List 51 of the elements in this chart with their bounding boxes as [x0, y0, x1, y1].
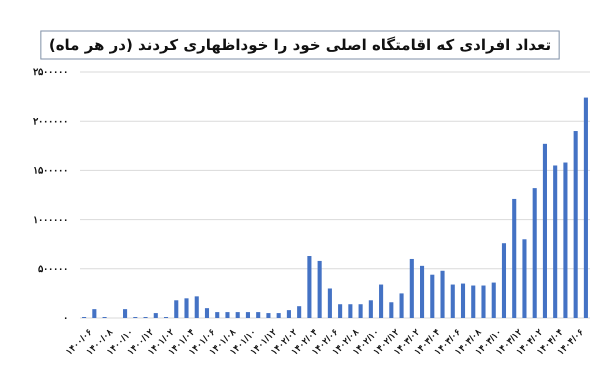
bar	[204, 308, 210, 318]
bar	[174, 300, 178, 318]
bar	[389, 302, 394, 318]
bar	[318, 260, 322, 318]
bar	[328, 288, 332, 318]
bar	[522, 239, 527, 318]
bar	[512, 198, 516, 318]
bar	[297, 306, 302, 318]
bar	[236, 312, 240, 318]
bar	[246, 312, 250, 318]
y-tick-label: ۰	[63, 313, 68, 324]
bar	[440, 270, 445, 318]
bar	[430, 274, 434, 318]
bar	[460, 284, 466, 318]
bar	[92, 309, 96, 318]
y-tick-label: ۱۵۰۰۰۰۰	[33, 166, 68, 177]
bar	[420, 266, 424, 318]
bar	[256, 312, 260, 318]
bar	[266, 313, 270, 318]
bar	[307, 256, 312, 318]
bar	[450, 284, 455, 318]
bar	[194, 296, 199, 318]
y-tick-label: ۲۰۰۰۰۰۰	[33, 116, 68, 128]
bar	[368, 300, 373, 318]
bar	[492, 282, 496, 318]
bar	[225, 312, 230, 318]
bar	[276, 313, 281, 318]
bar	[481, 286, 486, 318]
bar	[400, 293, 404, 318]
bar	[532, 188, 537, 318]
chart-title: تعداد افرادی که اقامتگاه اصلی خود را خوداظهاری کردند (در هر ماه)	[48, 36, 552, 54]
bar	[286, 310, 291, 318]
y-tick-label: ۲۵۰۰۰۰۰	[33, 67, 68, 78]
bar	[123, 309, 128, 318]
y-tick-label: ۵۰۰۰۰۰	[38, 264, 68, 275]
bar	[502, 243, 506, 318]
bar	[553, 165, 558, 318]
bar	[410, 258, 414, 318]
bar	[542, 144, 547, 318]
bar	[338, 304, 342, 318]
bar	[348, 304, 352, 318]
y-tick-label: ۱۰۰۰۰۰۰	[33, 214, 68, 226]
bar	[584, 98, 588, 318]
bar	[215, 312, 220, 318]
bar	[574, 131, 578, 318]
bar	[184, 298, 189, 318]
bar	[471, 286, 476, 318]
bar	[154, 313, 158, 318]
bar	[358, 304, 363, 318]
bar	[379, 284, 384, 318]
bar	[563, 162, 568, 318]
